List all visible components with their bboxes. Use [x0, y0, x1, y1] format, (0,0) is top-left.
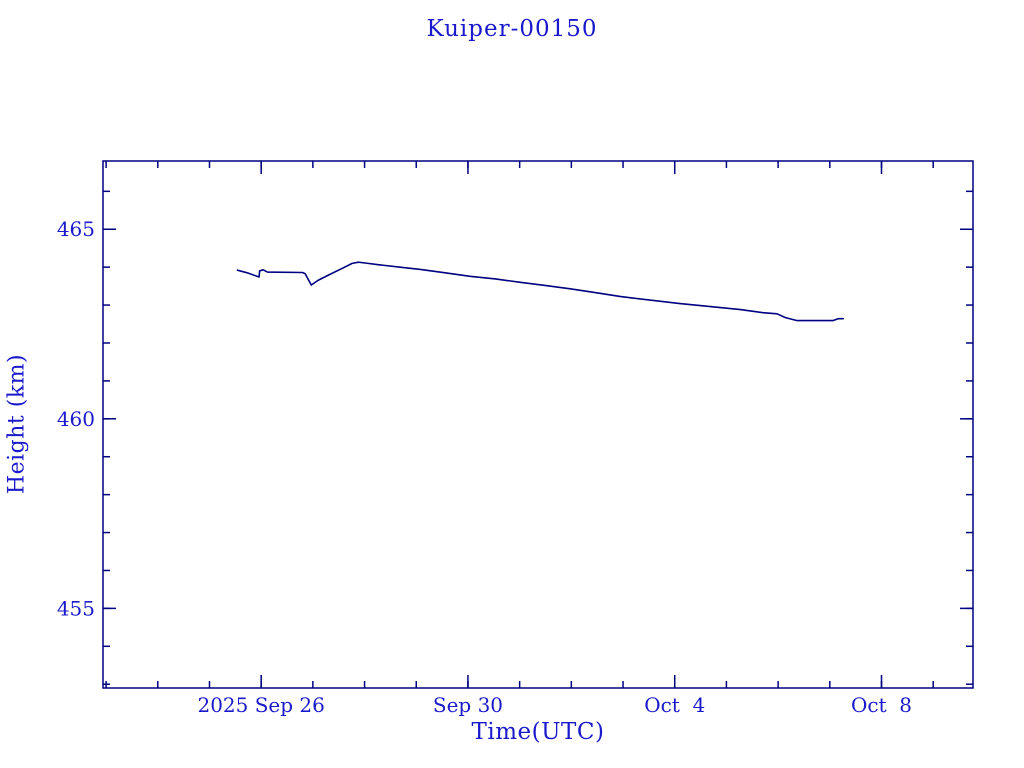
y-axis-ticks — [103, 190, 973, 685]
plot-frame — [102, 160, 974, 689]
x-tick-label: Oct 8 — [851, 693, 912, 717]
y-tick-labels: 455 460 465 — [57, 217, 95, 620]
x-tick-label: 2025 Sep 26 — [197, 693, 324, 717]
y-tick-label: 460 — [57, 407, 95, 431]
y-tick-label: 455 — [57, 596, 95, 620]
x-tick-labels: 2025 Sep 26 Sep 30 Oct 4 Oct 8 — [197, 693, 912, 717]
y-axis-label: Height (km) — [4, 353, 30, 495]
x-tick-label: Sep 30 — [433, 693, 503, 717]
x-axis-ticks — [105, 161, 934, 688]
x-axis-label: Time(UTC) — [471, 719, 605, 745]
x-tick-label: Oct 4 — [644, 693, 705, 717]
chart-title: Kuiper-00150 — [426, 16, 598, 42]
data-line-height — [236, 261, 845, 322]
y-tick-label: 465 — [57, 217, 95, 241]
